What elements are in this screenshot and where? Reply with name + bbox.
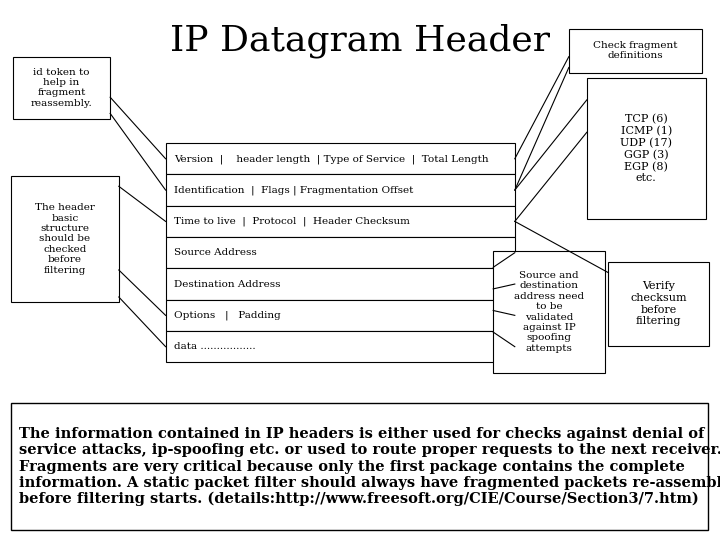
FancyBboxPatch shape <box>166 206 515 237</box>
FancyBboxPatch shape <box>166 174 515 206</box>
Text: Source Address: Source Address <box>174 248 257 257</box>
FancyBboxPatch shape <box>166 143 515 174</box>
Text: TCP (6)
ICMP (1)
UDP (17)
GGP (3)
EGP (8)
etc.: TCP (6) ICMP (1) UDP (17) GGP (3) EGP (8… <box>620 113 672 184</box>
FancyBboxPatch shape <box>166 237 515 268</box>
Text: The header
basic
structure
should be
checked
before
filtering: The header basic structure should be che… <box>35 203 95 275</box>
FancyBboxPatch shape <box>166 268 515 300</box>
Text: Version  |    header length  | Type of Service  |  Total Length: Version | header length | Type of Servic… <box>174 154 489 164</box>
FancyBboxPatch shape <box>569 29 702 73</box>
Text: Identification  |  Flags | Fragmentation Offset: Identification | Flags | Fragmentation O… <box>174 185 413 195</box>
FancyBboxPatch shape <box>608 262 709 346</box>
Text: data .................: data ................. <box>174 342 256 351</box>
FancyBboxPatch shape <box>166 331 515 362</box>
Text: The information contained in IP headers is either used for checks against denial: The information contained in IP headers … <box>19 427 720 507</box>
Text: Options   |   Padding: Options | Padding <box>174 310 281 320</box>
FancyBboxPatch shape <box>493 251 605 373</box>
Text: IP Datagram Header: IP Datagram Header <box>170 23 550 58</box>
FancyBboxPatch shape <box>166 300 515 331</box>
FancyBboxPatch shape <box>11 403 708 530</box>
FancyBboxPatch shape <box>11 176 119 302</box>
Text: Verify
checksum
before
filtering: Verify checksum before filtering <box>631 281 687 326</box>
Text: Time to live  |  Protocol  |  Header Checksum: Time to live | Protocol | Header Checksu… <box>174 217 410 226</box>
Text: Destination Address: Destination Address <box>174 280 281 288</box>
Text: Check fragment
definitions: Check fragment definitions <box>593 41 678 60</box>
FancyBboxPatch shape <box>587 78 706 219</box>
Text: id token to
help in
fragment
reassembly.: id token to help in fragment reassembly. <box>31 68 92 108</box>
FancyBboxPatch shape <box>13 57 110 119</box>
Text: Source and
destination
address need
to be
validated
against IP
spoofing
attempts: Source and destination address need to b… <box>514 271 584 353</box>
